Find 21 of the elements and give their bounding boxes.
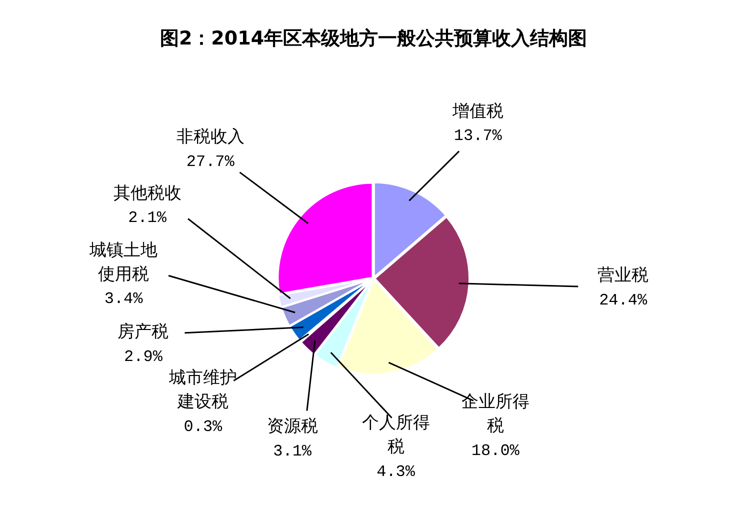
slice-label: 企业所得税	[461, 392, 530, 436]
data-label: 2.1%	[128, 209, 167, 228]
data-label: 27.7%	[186, 152, 235, 171]
data-label: 18.0%	[471, 442, 520, 460]
slice-label: 其他税收	[113, 183, 182, 204]
slice-label: 城市维护建设税	[168, 368, 237, 412]
data-label: 3.1%	[273, 442, 312, 460]
data-label: 3.4%	[104, 290, 144, 308]
data-label: 4.3%	[376, 462, 416, 481]
data-label: 0.3%	[184, 418, 223, 436]
slice-label: 营业税	[598, 266, 649, 286]
slice-label: 房产税	[118, 322, 169, 342]
chart-title: 图2：2014年区本级地方一般公共预算收入结构图	[160, 27, 588, 50]
data-label: 13.7%	[454, 127, 502, 146]
slice-label: 城镇土地使用税	[88, 240, 158, 284]
data-label: 2.9%	[124, 348, 163, 366]
slice-label: 个人所得税	[362, 413, 430, 458]
slice-label: 增值税	[451, 101, 504, 122]
slice-label: 非税收入	[176, 126, 244, 147]
data-label: 24.4%	[599, 292, 648, 310]
slice-label: 资源税	[266, 416, 318, 437]
